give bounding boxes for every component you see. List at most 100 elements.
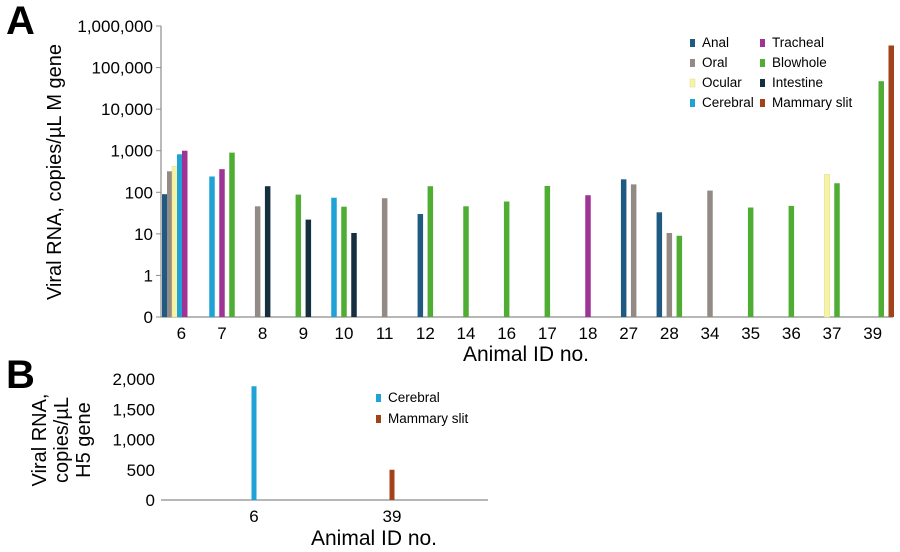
- bar-cerebral-animal-6: [177, 154, 183, 317]
- bar-oral-animal-8: [254, 206, 261, 317]
- panel-a-y-tick-label: 10,000: [101, 100, 153, 119]
- bar-mammary-slit-animal-39: [888, 45, 894, 318]
- panel-a-x-tick-label: 28: [660, 324, 679, 343]
- panel-a-x-tick-label: 17: [538, 324, 557, 343]
- panel-a-x-tick-label: 18: [579, 324, 598, 343]
- legend-label-oral: Oral: [702, 55, 728, 70]
- panel-a-y-axis-label: Viral RNA, copies/µL M gene: [44, 44, 66, 300]
- bar-ocular-animal-37: [824, 174, 830, 318]
- panel-b-y-tick-label: 1,000: [112, 431, 155, 450]
- legend-label-ocular: Ocular: [702, 75, 742, 90]
- bar-oral-animal-34: [707, 190, 713, 317]
- legend-label-mammary-slit: Mammary slit: [772, 95, 852, 110]
- bar-anal-animal-27: [620, 179, 627, 317]
- legend-swatch-anal: [690, 39, 695, 47]
- panel-a-y-ticks: 0 1 10 100 1,000 10,000 100,000 1,000,000: [77, 17, 161, 327]
- legend-label-blowhole: Blowhole: [772, 55, 827, 70]
- bar-blowhole-animal-7: [229, 152, 235, 317]
- bar-blowhole-animal-28: [676, 235, 683, 317]
- panel-a-chart: 0 1 10 100 1,000 10,000 100,000 1,000,000 6 7 8 9 1…: [44, 17, 894, 366]
- panel-b-x-axis-label: Animal ID no.: [311, 527, 437, 550]
- panel-a-y-tick-label: 0: [144, 308, 153, 327]
- panel-a-bars: [162, 45, 894, 318]
- panel-b-y-tick-label: 0: [146, 491, 155, 510]
- panel-b-letter: B: [6, 353, 35, 397]
- bar-blowhole-animal-14: [463, 206, 469, 317]
- panel-b-y-ticks: 0 500 1,000 1,500 2,000: [112, 370, 155, 510]
- legend-b-swatch-mammary-slit: [376, 415, 381, 423]
- panel-a-y-tick-label: 1: [144, 266, 153, 285]
- legend-swatch-oral: [690, 59, 695, 67]
- panel-a-x-tick-label: 8: [258, 324, 267, 343]
- panel-a-x-tick-label: 14: [457, 324, 476, 343]
- bar-intestine-animal-8: [264, 186, 271, 317]
- bar-oral-animal-11: [381, 198, 388, 317]
- legend-swatch-cerebral: [690, 99, 695, 107]
- legend-swatch-intestine: [760, 79, 765, 87]
- bar-tracheal-animal-7: [219, 169, 225, 317]
- panel-a-x-tick-label: 10: [335, 324, 354, 343]
- panel-a-x-tick-label: 37: [823, 324, 842, 343]
- panel-a-y-tick-label: 10: [134, 225, 153, 244]
- panel-a-x-tick-label: 27: [619, 324, 638, 343]
- bar-oral-animal-6: [167, 171, 173, 317]
- bar-anal-animal-6: [162, 194, 168, 317]
- panel-b-y-tick-label: 2,000: [112, 370, 155, 389]
- panel-a-letter: A: [6, 0, 35, 43]
- panel-a-x-tick-label: 34: [701, 324, 720, 343]
- legend-b-label-cerebral: Cerebral: [388, 390, 440, 405]
- panel-a-legend: Anal Oral Ocular Cerebral Tracheal Blowhole In…: [689, 35, 852, 110]
- bar-tracheal-animal-18: [585, 195, 591, 317]
- bar-blowhole-animal-36: [788, 205, 795, 317]
- bar-intestine-animal-9: [305, 219, 312, 317]
- legend-swatch-ocular: [689, 78, 696, 88]
- panel-a-x-axis-label: Animal ID no.: [463, 343, 589, 366]
- bar-anal-animal-12: [417, 214, 424, 317]
- panel-b-bars: [251, 386, 395, 500]
- panel-a-x-tick-label: 6: [177, 324, 186, 343]
- panel-a-y-tick-label: 100,000: [92, 59, 153, 78]
- panel-a-x-tick-label: 36: [782, 324, 801, 343]
- panel-a-y-tick-label: 1,000,000: [77, 17, 153, 36]
- panel-a-y-tick-label: 1,000: [110, 142, 153, 161]
- bar-tracheal-animal-6: [182, 150, 188, 317]
- legend-label-tracheal: Tracheal: [772, 35, 824, 50]
- legend-swatch-mammary-slit: [760, 99, 765, 107]
- bar-blowhole-animal-9: [295, 194, 302, 317]
- bar-cerebral-animal-6: [251, 386, 257, 500]
- bar-blowhole-animal-35: [747, 207, 754, 317]
- legend-b-swatch-cerebral: [376, 394, 381, 402]
- bar-blowhole-animal-16: [503, 201, 510, 317]
- panel-a-x-tick-label: 11: [376, 324, 394, 343]
- panel-a-x-tick-label: 35: [741, 324, 760, 343]
- panel-b-x-ticks: 6 39: [249, 507, 401, 526]
- legend-swatch-tracheal: [760, 39, 765, 47]
- bar-ocular-animal-6: [171, 166, 178, 318]
- bar-intestine-animal-10: [351, 232, 357, 317]
- panel-a-y-tick-label: 100: [125, 183, 153, 202]
- legend-label-cerebral: Cerebral: [702, 95, 754, 110]
- panel-a-x-tick-label: 39: [863, 324, 882, 343]
- bar-oral-animal-28: [666, 232, 673, 317]
- panel-a-x-tick-label: 12: [416, 324, 435, 343]
- panel-b-y-tick-label: 1,500: [112, 400, 155, 419]
- bar-cerebral-animal-7: [209, 176, 215, 317]
- bar-blowhole-animal-10: [341, 206, 347, 317]
- bar-blowhole-animal-39: [878, 81, 884, 317]
- legend-swatch-blowhole: [760, 59, 765, 67]
- svg-text:Viral RNA,copies/µLH5 gene: Viral RNA,copies/µLH5 gene: [29, 394, 95, 487]
- panel-b-y-tick-label: 500: [127, 461, 155, 480]
- panel-a-x-tick-label: 9: [299, 324, 308, 343]
- bar-anal-animal-28: [656, 212, 663, 317]
- panel-a-x-tick-label: 16: [497, 324, 516, 343]
- panel-a-x-tick-label: 7: [217, 324, 226, 343]
- legend-b-label-mammary-slit: Mammary slit: [388, 411, 468, 426]
- legend-label-anal: Anal: [702, 35, 729, 50]
- panel-b-x-tick-label: 39: [383, 507, 402, 526]
- bar-blowhole-animal-12: [427, 186, 434, 317]
- panel-a-x-ticks: 6 7 8 9 10 11 12 14 16 17 18 27 28 34 35 36 37 39: [177, 324, 883, 343]
- legend-label-intestine: Intestine: [772, 75, 823, 90]
- panel-b-y-axis-label: Viral RNA,copies/µLH5 gene: [29, 394, 95, 487]
- bar-blowhole-animal-37: [834, 183, 840, 317]
